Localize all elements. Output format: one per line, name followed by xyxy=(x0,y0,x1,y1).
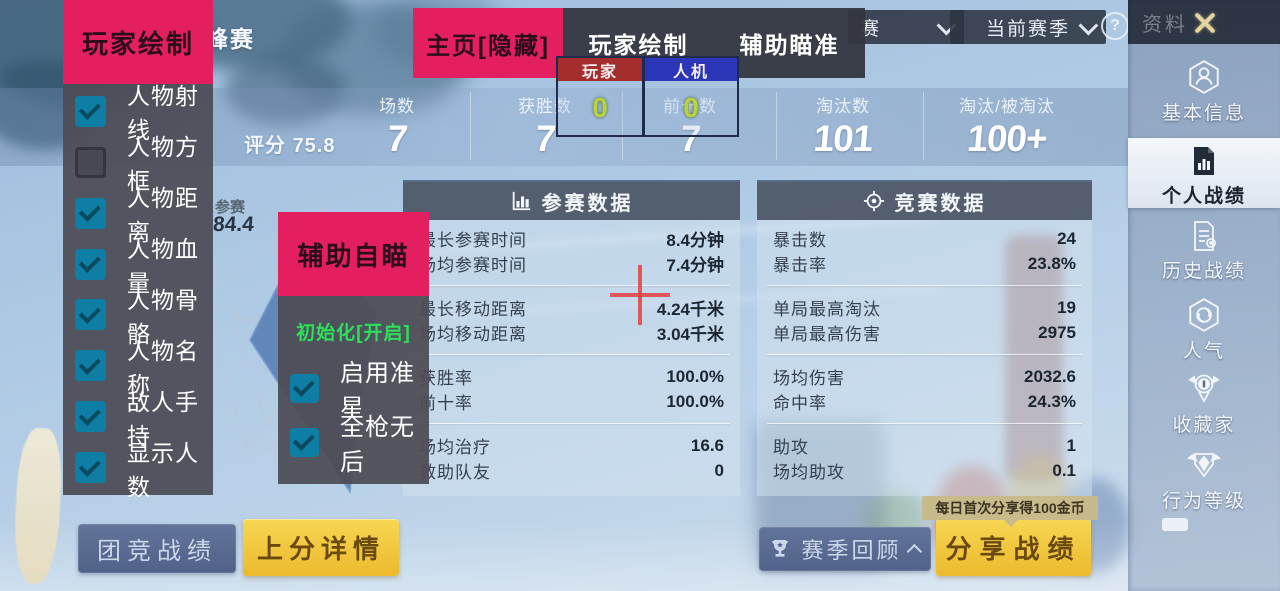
stat-top10: 前十数 7 xyxy=(663,97,717,159)
rating: 评分 75.8 xyxy=(244,129,336,158)
radar-axis-value: 84.4 xyxy=(212,213,255,236)
menu-item-player-skeleton: 人物骨骼 xyxy=(63,287,213,347)
collector-badge-icon xyxy=(1128,368,1280,408)
conduct-badge-icon xyxy=(1128,444,1280,484)
participation-panel: 参赛数据 最长参赛时间 8.4分钟 场均参赛时间 7.4分钟 最长移动距离 4.24千… xyxy=(403,180,740,496)
stat-eliminations: 淘汰数 101 xyxy=(811,97,875,159)
menu-item-player-box: 人物方框 xyxy=(63,134,213,194)
rating-value: 75.8 xyxy=(292,135,336,157)
season-dropdown-value: 当前赛季 xyxy=(985,18,1070,40)
profile-hexagon-icon xyxy=(1128,58,1280,96)
tab-aim-assist[interactable]: 辅助瞄准 xyxy=(739,32,840,58)
stats-document-icon xyxy=(1128,143,1280,179)
sidebar-item-personal-record[interactable]: 个人战绩 xyxy=(1128,138,1280,208)
sidebar-item-popularity[interactable]: 人气 xyxy=(1128,296,1280,366)
bot-counter-value: 0 xyxy=(645,81,737,135)
rank-detail-button[interactable]: 上分详情 xyxy=(243,519,399,576)
history-document-icon xyxy=(1128,218,1280,254)
menu-item-enemy-weapon: 敌人手持 xyxy=(63,389,213,449)
checkbox-checked[interactable] xyxy=(75,401,106,433)
checkbox-checked[interactable] xyxy=(75,197,106,229)
sidebar-title: 资料 xyxy=(1142,13,1188,36)
crosshair-scope-icon xyxy=(863,190,885,212)
trophy-icon xyxy=(768,537,792,561)
checkbox-checked[interactable] xyxy=(290,373,319,403)
sidebar-item-basic-info[interactable]: 基本信息 xyxy=(1128,54,1280,130)
checkbox-checked[interactable] xyxy=(75,350,106,382)
radar-axis-label: 参赛 xyxy=(215,199,246,216)
player-counter-header[interactable]: 玩家 xyxy=(558,58,642,81)
player-counter-value: 0 xyxy=(558,81,642,135)
sidebar-scroll-pill[interactable] xyxy=(1162,518,1188,531)
checkbox-unchecked[interactable] xyxy=(75,146,106,178)
aim-menu: 辅助自瞄 初始化[开启] 启用准星 全枪无后 xyxy=(278,212,429,484)
season-review-button[interactable]: 赛季回顾 xyxy=(759,527,931,571)
checkbox-checked[interactable] xyxy=(75,452,106,484)
home-hide-button[interactable]: 主页[隐藏] xyxy=(413,8,563,78)
team-record-button[interactable]: 团竞战绩 xyxy=(78,524,236,573)
share-reward-tooltip: 每日首次分享得100金币 xyxy=(922,496,1098,527)
stat-matches: 场数 7 xyxy=(379,97,415,159)
checkbox-checked[interactable] xyxy=(290,427,319,457)
profile-sidebar: 资料 基本信息 个人战绩 历史战绩 xyxy=(1128,0,1280,591)
aim-crosshair-icon xyxy=(638,265,642,325)
stat-kd: 淘汰/被淘汰 100+ xyxy=(959,97,1055,159)
panel-title: 竞赛数据 xyxy=(894,192,987,215)
bot-counter-header[interactable]: 人机 xyxy=(645,58,737,81)
checkbox-checked[interactable] xyxy=(75,248,106,280)
rating-label: 评分 xyxy=(244,135,286,157)
sidebar-header: 资料 xyxy=(1128,0,1280,44)
menu-item-show-count: 显示人数 xyxy=(63,440,213,500)
checkbox-checked[interactable] xyxy=(75,95,106,127)
season-review-label: 赛季回顾 xyxy=(801,538,902,563)
sidebar-item-history-record[interactable]: 历史战绩 xyxy=(1128,216,1280,288)
bot-counter: 人机 0 xyxy=(643,56,739,137)
chevron-down-icon xyxy=(1078,15,1099,36)
menu-item-player-ray: 人物射线 xyxy=(63,83,213,143)
menu-item-player-health: 人物血量 xyxy=(63,236,213,296)
menu-item-player-distance: 人物距离 xyxy=(63,185,213,245)
menu-item-player-name: 人物名称 xyxy=(63,338,213,398)
aim-menu-title[interactable]: 辅助自瞄 xyxy=(278,212,429,296)
init-status-button[interactable]: 初始化[开启] xyxy=(296,323,411,344)
menu-item-no-recoil: 全枪无后 xyxy=(278,414,429,476)
player-counter: 玩家 0 xyxy=(556,56,644,137)
sidebar-item-conduct-level[interactable]: 行为等级 xyxy=(1128,444,1280,516)
help-icon[interactable]: ? xyxy=(1101,12,1129,40)
popularity-icon xyxy=(1128,296,1280,334)
competition-panel: 竞赛数据 暴击数 24 暴击率 23.8% 单局最高淘汰 19 单局最高伤害 2975 … xyxy=(757,180,1092,496)
mode-dropdown[interactable]: 赛 xyxy=(848,10,964,44)
checkbox-checked[interactable] xyxy=(75,299,106,331)
panel-title: 参赛数据 xyxy=(541,192,634,215)
chevron-up-icon xyxy=(906,543,922,559)
menu-item-enable-crosshair: 启用准星 xyxy=(278,360,429,422)
draw-menu: 玩家绘制 人物射线 人物方框 人物距离 人物血量 人物骨骼 xyxy=(63,0,213,500)
sidebar-item-collector[interactable]: 收藏家 xyxy=(1128,368,1280,440)
close-icon[interactable] xyxy=(1190,8,1220,38)
page-title: 峰赛 xyxy=(205,26,255,52)
tab-player-draw[interactable]: 玩家绘制 xyxy=(588,32,689,58)
season-dropdown[interactable]: 当前赛季 xyxy=(950,10,1106,44)
draw-menu-title[interactable]: 玩家绘制 xyxy=(63,0,213,84)
bar-chart-icon xyxy=(510,190,532,212)
share-record-button[interactable]: 分享战绩 xyxy=(936,519,1091,576)
